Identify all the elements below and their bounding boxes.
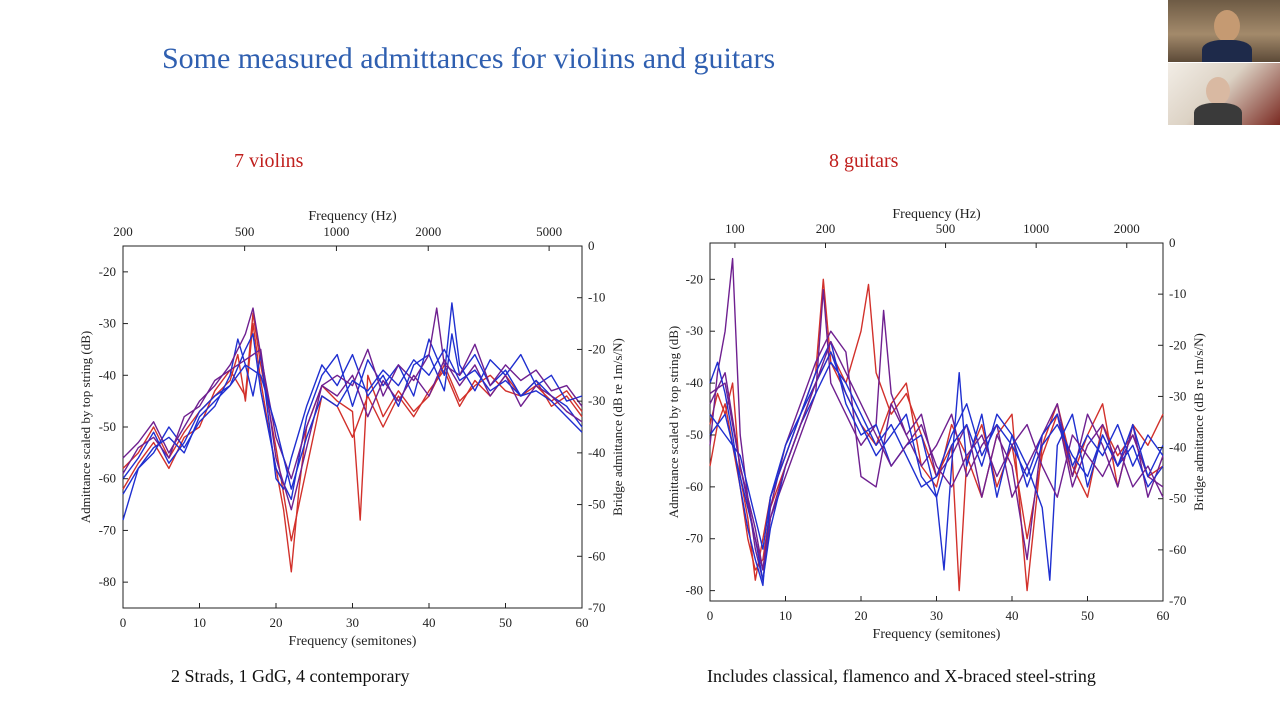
guitars-x-axis-label: Frequency (semitones) xyxy=(873,627,1001,642)
violins-x2-tick-label: 500 xyxy=(235,224,255,239)
guitars-y2-axis-label: Bridge admittance (dB re 1m/s/N) xyxy=(1191,333,1206,511)
violins-x-tick-label: 30 xyxy=(346,615,359,630)
violins-x-tick-label: 0 xyxy=(120,615,127,630)
guitars-series-line-4 xyxy=(709,330,1164,571)
guitars-y-tick-label: -20 xyxy=(686,271,703,286)
guitars-y2-tick-label: -50 xyxy=(1169,491,1186,506)
guitars-series-line-1 xyxy=(709,283,1164,592)
violins-y-tick-label: -40 xyxy=(99,367,116,382)
violins-x-tick-label: 40 xyxy=(423,615,436,630)
guitars-x-tick-label: 40 xyxy=(1006,608,1019,623)
violins-x-tick-label: 20 xyxy=(270,615,283,630)
violins-y-tick-label: -30 xyxy=(99,316,116,331)
guitars-series-line-3 xyxy=(709,257,1164,581)
guitars-y2-tick-label: -60 xyxy=(1169,542,1186,557)
participant-2-face xyxy=(1206,77,1230,105)
guitars-y2-tick-label: -10 xyxy=(1169,286,1186,301)
guitars-y2-tick-label: -70 xyxy=(1169,593,1186,608)
violins-y2-axis-label: Bridge admittance (dB re 1m/s/N) xyxy=(610,338,625,516)
violins-y2-tick-label: 0 xyxy=(588,238,595,253)
guitars-series-line-5 xyxy=(709,340,1164,587)
guitars-x2-tick-label: 100 xyxy=(725,221,745,236)
guitars-y2-tick-label: 0 xyxy=(1169,235,1176,250)
violins-series-line-6 xyxy=(122,348,583,511)
participant-1-body xyxy=(1202,40,1252,62)
violins-series-line-5 xyxy=(122,307,583,480)
guitars-plot-frame xyxy=(709,242,1164,602)
guitars-panel-title: 8 guitars xyxy=(829,150,899,172)
violins-y2-tick-label: -40 xyxy=(588,445,605,460)
guitars-series-line-8 xyxy=(709,340,1164,571)
participant-video-1[interactable] xyxy=(1168,0,1280,62)
violins-x2-tick-label: 5000 xyxy=(536,224,562,239)
violins-x-axis-label: Frequency (semitones) xyxy=(289,634,417,649)
guitars-y2-tick-label: -40 xyxy=(1169,440,1186,455)
violins-y-tick-label: -80 xyxy=(99,574,116,589)
guitars-y-tick-label: -50 xyxy=(686,427,703,442)
guitars-x-tick-label: 0 xyxy=(707,608,714,623)
violins-series-line-3 xyxy=(122,333,583,521)
guitars-x-tick-label: 30 xyxy=(930,608,943,623)
violins-y2-tick-label: -50 xyxy=(588,497,605,512)
violins-y-axis-label: Admittance scaled by top string (dB) xyxy=(78,331,93,523)
guitars-x2-tick-label: 200 xyxy=(816,221,836,236)
violins-series-line-4 xyxy=(122,302,583,501)
guitars-y2-tick-label: -30 xyxy=(1169,388,1186,403)
violins-y-tick-label: -60 xyxy=(99,471,116,486)
guitars-series-line-7 xyxy=(709,351,1164,550)
guitars-y-axis-label: Admittance scaled by top string (dB) xyxy=(666,326,681,518)
guitars-x2-tick-label: 2000 xyxy=(1114,221,1140,236)
violins-x-tick-label: 60 xyxy=(576,615,589,630)
guitars-y-tick-label: -70 xyxy=(686,531,703,546)
guitars-y-tick-label: -30 xyxy=(686,323,703,338)
guitars-y-tick-label: -60 xyxy=(686,479,703,494)
violins-y-tick-label: -70 xyxy=(99,522,116,537)
violins-caption: 2 Strads, 1 GdG, 4 contemporary xyxy=(171,666,410,686)
violins-y2-tick-label: -60 xyxy=(588,548,605,563)
participant-1-face xyxy=(1214,10,1240,42)
participant-video-2[interactable] xyxy=(1168,63,1280,125)
guitars-y2-tick-label: -20 xyxy=(1169,337,1186,352)
violins-y2-tick-label: -20 xyxy=(588,341,605,356)
guitars-x2-tick-label: 500 xyxy=(936,221,956,236)
guitars-x-tick-label: 60 xyxy=(1157,608,1170,623)
guitars-y-tick-label: -40 xyxy=(686,375,703,390)
participant-2-body xyxy=(1194,103,1242,125)
slide-title: Some measured admittances for violins an… xyxy=(162,42,776,75)
guitars-x-tick-label: 10 xyxy=(779,608,792,623)
violins-x2-axis-label: Frequency (Hz) xyxy=(308,209,397,224)
violins-series-line-7 xyxy=(122,348,583,495)
violins-y-tick-label: -50 xyxy=(99,419,116,434)
violins-y2-tick-label: -30 xyxy=(588,393,605,408)
violins-x2-tick-label: 2000 xyxy=(415,224,441,239)
guitars-series-line-2 xyxy=(709,278,1164,592)
violins-y-tick-label: -20 xyxy=(99,264,116,279)
violins-x-tick-label: 10 xyxy=(193,615,206,630)
violins-x2-tick-label: 1000 xyxy=(323,224,349,239)
guitars-x-tick-label: 20 xyxy=(855,608,868,623)
guitars-x2-axis-label: Frequency (Hz) xyxy=(892,207,981,222)
violins-y2-tick-label: -10 xyxy=(588,290,605,305)
guitars-x-tick-label: 50 xyxy=(1081,608,1094,623)
violins-x-tick-label: 50 xyxy=(499,615,512,630)
violins-panel-title: 7 violins xyxy=(234,150,304,172)
guitars-caption: Includes classical, flamenco and X-brace… xyxy=(707,666,1096,686)
violins-x2-tick-label: 200 xyxy=(113,224,133,239)
guitars-series-line-6 xyxy=(709,361,1164,581)
guitars-x2-tick-label: 1000 xyxy=(1023,221,1049,236)
guitars-y-tick-label: -80 xyxy=(686,583,703,598)
violins-y2-tick-label: -70 xyxy=(588,600,605,615)
